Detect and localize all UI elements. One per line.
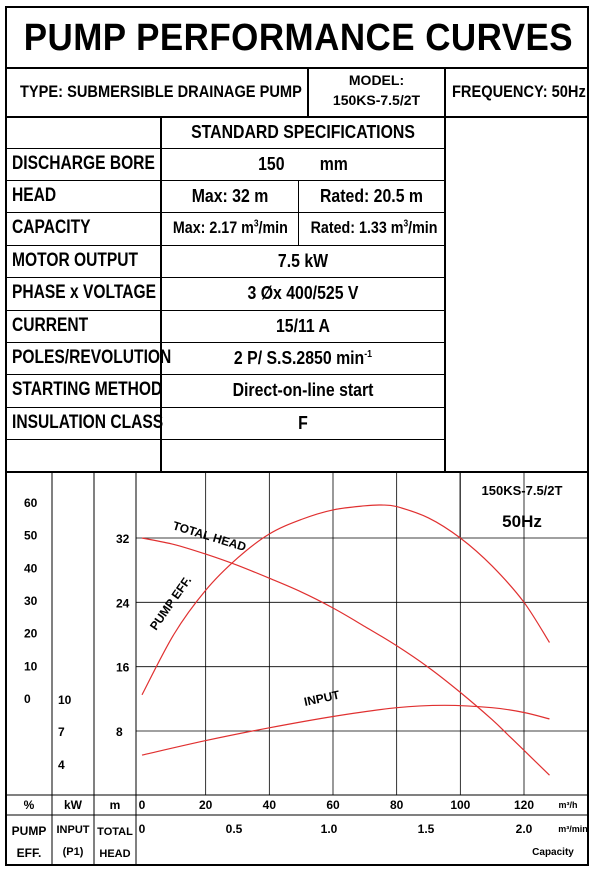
- divider-label-col: [160, 116, 162, 472]
- divider-max-rated: [298, 180, 299, 245]
- total-head-curve: [141, 537, 550, 776]
- spec-label-poles-revolution: POLES/REVOLUTION: [12, 347, 172, 368]
- spec-row-line: [5, 374, 446, 375]
- spec-label-head: HEAD: [12, 185, 57, 206]
- head-axis-title-2: HEAD: [99, 848, 130, 860]
- x2-axis-title: Capacity: [532, 847, 574, 858]
- x-tick-label: 120: [514, 798, 534, 812]
- spec-row-line: [5, 180, 446, 181]
- spec-label-insulation-class: INSULATION CLASS: [12, 412, 164, 433]
- spec-value-capacity-max: Max: 2.17 m3/min: [172, 218, 288, 237]
- spec-label-current: CURRENT: [12, 315, 89, 336]
- x-tick-label: 60: [326, 798, 340, 812]
- divider-specs-bottom: [5, 471, 589, 473]
- spec-row-line: [5, 277, 446, 278]
- chart-frequency-label: 50Hz: [502, 512, 542, 531]
- divider-title: [5, 67, 589, 69]
- head-unit: m: [110, 798, 121, 812]
- spec-label-capacity: CAPACITY: [12, 217, 91, 238]
- total-head-curve-label: TOTAL HEAD: [171, 518, 248, 554]
- x-tick-label: 100: [450, 798, 470, 812]
- input-tick-label: 7: [58, 725, 65, 739]
- spec-row-line: [5, 212, 446, 213]
- divider-header-bottom: [5, 116, 589, 118]
- spec-label-starting-method: STARTING METHOD: [12, 379, 163, 400]
- spec-value-starting-method: Direct-on-line start: [232, 380, 374, 400]
- pump-efficiency-curve-label: PUMP EFF.: [147, 574, 194, 633]
- x-tick-label: 20: [199, 798, 213, 812]
- eff-axis-title-2: EFF.: [17, 846, 42, 860]
- x-tick-label: 40: [263, 798, 277, 812]
- x2-tick-label: 1.0: [321, 822, 338, 836]
- head-axis-title-1: TOTAL: [97, 826, 133, 838]
- eff-tick-label: 40: [24, 561, 38, 575]
- eff-tick-label: 0: [24, 692, 31, 706]
- frame-top: [5, 6, 589, 8]
- spec-row-line: [5, 439, 446, 440]
- chart-model-label: 150KS-7.5/2T: [482, 483, 563, 498]
- eff-tick-label: 10: [24, 659, 38, 673]
- specs-heading: STANDARD SPECIFICATIONS: [191, 122, 415, 142]
- head-tick-label: 16: [116, 661, 130, 675]
- frame-left: [5, 6, 7, 866]
- x-tick-label: 80: [390, 798, 404, 812]
- spec-label-motor-output: MOTOR OUTPUT: [12, 250, 139, 271]
- spec-row-line: [5, 310, 446, 311]
- spec-label-discharge-bore: DISCHARGE BORE: [12, 153, 155, 174]
- frame-right: [587, 6, 589, 866]
- spec-row-line: [5, 407, 446, 408]
- model-label: MODEL:: [348, 72, 405, 88]
- frame-bottom: [5, 864, 589, 866]
- eff-axis-title-1: PUMP: [12, 824, 47, 838]
- eff-tick-label: 60: [24, 496, 38, 510]
- frequency: FREQUENCY: 50Hz: [452, 82, 586, 101]
- input-tick-label: 10: [58, 693, 72, 707]
- input-power-curve-label: INPUT: [303, 688, 342, 709]
- spec-label-phase-voltage: PHASE x VOLTAGE: [12, 282, 156, 303]
- spec-value-capacity-rated: Rated: 1.33 m3/min: [310, 218, 438, 237]
- spec-value-phase-voltage: 3 Øx 400/525 V: [247, 283, 359, 303]
- x-unit-label: m³/h: [559, 800, 578, 810]
- x-tick-label: 0: [139, 798, 146, 812]
- eff-unit: %: [24, 798, 35, 812]
- spec-value-head-rated: Rated: 20.5 m: [319, 186, 423, 206]
- spec-value-current: 15/11 A: [275, 316, 331, 336]
- x2-tick-label: 0: [139, 822, 146, 836]
- head-tick-label: 32: [116, 532, 130, 546]
- x2-tick-label: 1.5: [418, 822, 435, 836]
- spec-row-line: [5, 342, 446, 343]
- spec-value-motor-output: 7.5 kW: [277, 251, 329, 271]
- spec-value-insulation-class: F: [298, 413, 308, 433]
- spec-row-line: [5, 148, 446, 149]
- input-tick-label: 4: [58, 758, 65, 772]
- eff-tick-label: 50: [24, 529, 38, 543]
- input-power-curve: [141, 704, 550, 756]
- eff-tick-label: 30: [24, 594, 38, 608]
- input-unit: kW: [64, 798, 83, 812]
- pump-efficiency-curve: [141, 504, 551, 696]
- spec-value-poles-revolution: 2 P/ S.S.2850 min-1: [233, 348, 373, 368]
- x2-unit-label: m³/min: [558, 824, 588, 834]
- input-axis-title-2: (P1): [63, 846, 84, 858]
- spec-value-discharge-bore: 150 mm: [258, 154, 348, 174]
- divider-header-1: [307, 67, 309, 117]
- page-title: PUMP PERFORMANCE CURVES: [23, 17, 574, 59]
- head-tick-label: 8: [116, 725, 123, 739]
- head-tick-label: 24: [116, 596, 130, 610]
- spec-value-head-max: Max: 32 m: [191, 186, 269, 206]
- pump-type: TYPE: SUBMERSIBLE DRAINAGE PUMP: [20, 82, 302, 101]
- x2-tick-label: 2.0: [516, 822, 533, 836]
- input-axis-title-1: INPUT: [57, 824, 90, 836]
- eff-tick-label: 20: [24, 627, 38, 641]
- x2-tick-label: 0.5: [226, 822, 243, 836]
- model-value: 150KS-7.5/2T: [332, 92, 421, 108]
- spec-row-line: [5, 245, 446, 246]
- divider-header-2: [444, 67, 446, 472]
